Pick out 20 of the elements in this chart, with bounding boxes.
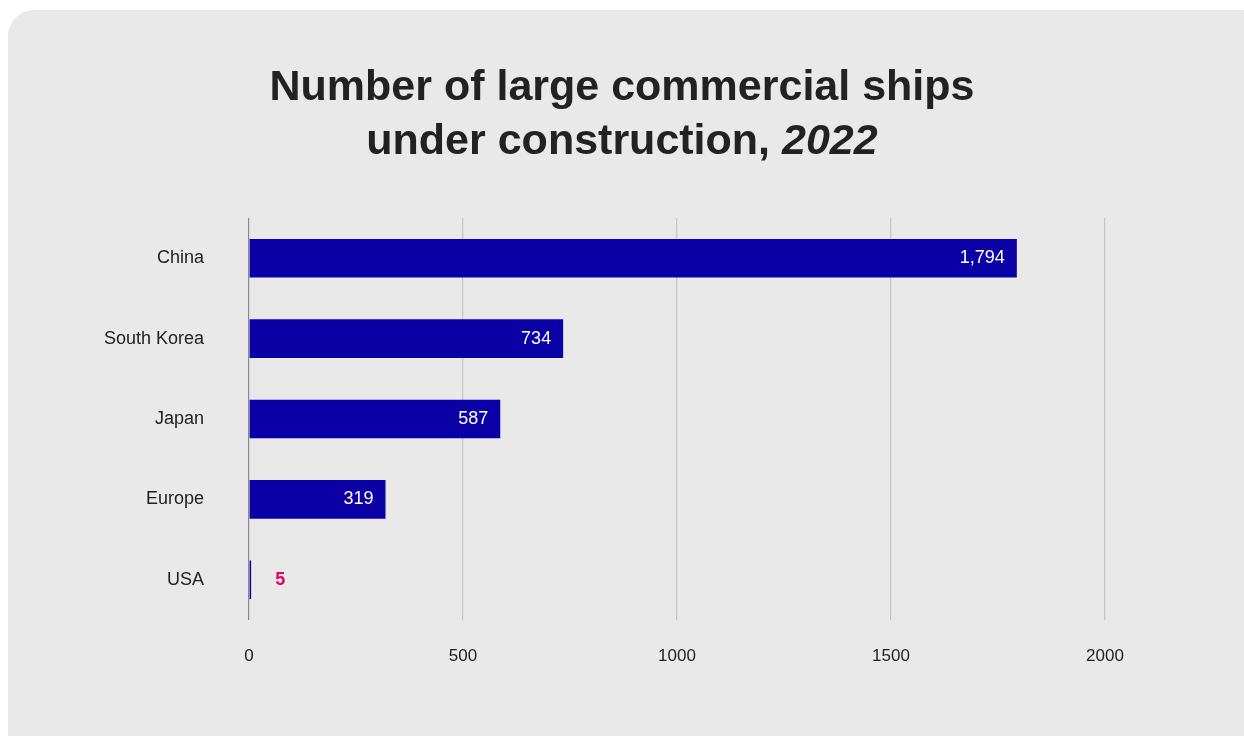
bar	[249, 238, 1017, 278]
x-tick-label: 1500	[872, 645, 910, 665]
y-tick-label: South Korea	[103, 327, 205, 348]
y-tick-label: Europe	[145, 488, 204, 509]
bar	[249, 399, 501, 439]
x-tick-label: 1000	[658, 645, 696, 665]
data-label: 587	[458, 407, 489, 428]
data-label: 734	[521, 327, 552, 348]
x-tick-label: 500	[448, 645, 478, 665]
bar	[249, 480, 386, 519]
y-tick-label: Japan	[154, 407, 204, 428]
chart-title: Number of large commercial ships under construction, 2022	[268, 60, 976, 165]
x-tick-label: 2000	[1086, 645, 1124, 665]
bar	[249, 319, 564, 358]
data-label: 319	[343, 488, 374, 509]
data-label: 5	[275, 568, 286, 589]
data-label: 1,794	[959, 247, 1005, 268]
y-tick-label: USA	[166, 568, 204, 589]
x-tick-label: 0	[244, 645, 254, 665]
y-tick-label: China	[156, 247, 205, 268]
